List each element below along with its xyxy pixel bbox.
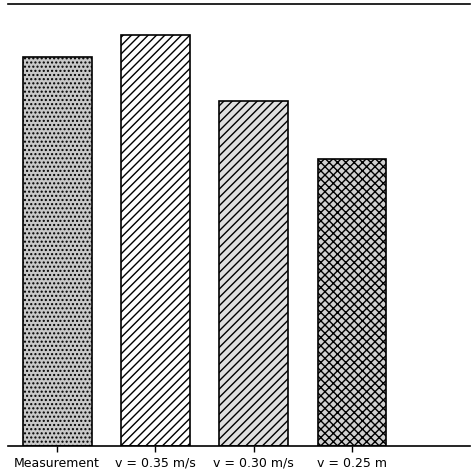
Bar xyxy=(23,57,91,447)
Bar xyxy=(219,101,288,447)
Bar xyxy=(318,159,386,447)
Bar xyxy=(121,35,190,447)
